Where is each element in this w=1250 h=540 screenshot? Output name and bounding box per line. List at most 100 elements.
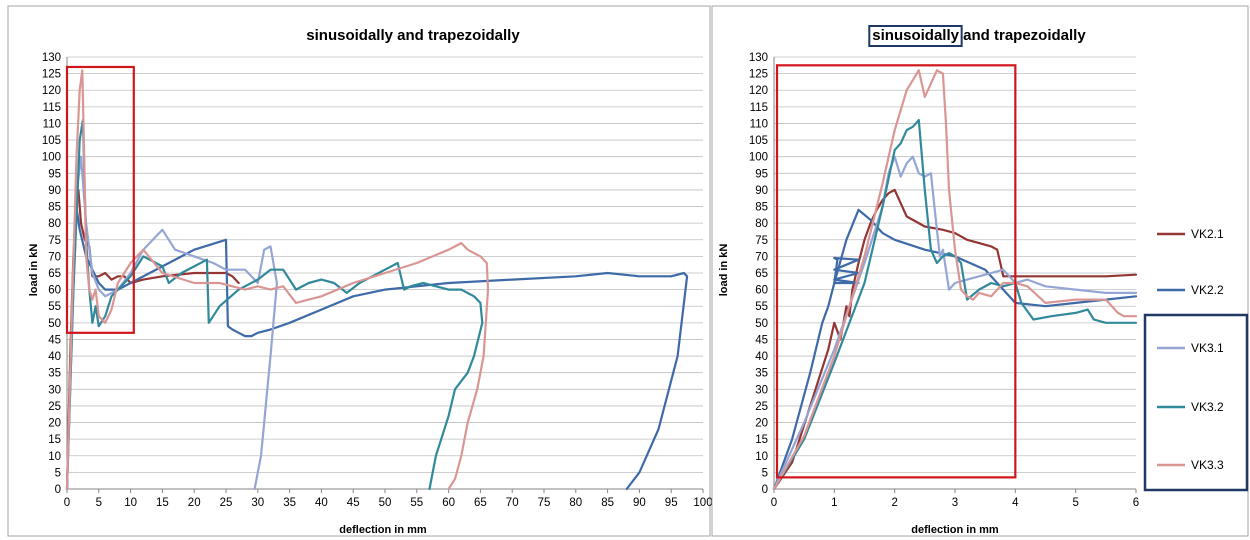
left-y-tick-labels: 0 5 10 15 20 25 30 35 40 45 50 55 60 65 70 75 80 85 90 95 10… [42, 52, 61, 496]
left-y-tick-label: 20 [48, 418, 61, 430]
right-x-tick-label: 6 [1133, 497, 1139, 509]
right-y-tick-label: 80 [755, 218, 768, 230]
left-x-tick-label: 40 [315, 497, 328, 509]
left-series-lines [65, 69, 689, 491]
legend: VK2.1 VK2.2 VK3.1 VK3.2 VK3.3 [1157, 227, 1224, 472]
left-x-tick-labels: 0 5 10 15 20 25 30 35 40 45 50 55 60 65 70 75 80 85 90 95 10… [64, 497, 713, 509]
right-y-tick-label: 25 [755, 401, 768, 413]
left-x-tick-label: 80 [569, 497, 582, 509]
legend-blue-highlight-box [1143, 313, 1249, 492]
right-series-line-VK2-2 [772, 208, 1138, 491]
left-red-highlight-box [65, 65, 135, 334]
right-chart-title-highlighted-word: sinusoidally [872, 27, 959, 44]
left-y-tick-label: 30 [48, 384, 61, 396]
legend-label-VK2-1: VK2.1 [1191, 227, 1224, 241]
right-x-tick-label: 1 [831, 497, 837, 509]
left-y-tick-label: 90 [48, 185, 61, 197]
right-x-tick-label: 0 [771, 497, 777, 509]
right-y-tick-label: 95 [755, 168, 768, 180]
left-x-tick-label: 65 [474, 497, 487, 509]
left-y-tick-label: 5 [55, 467, 61, 479]
left-series-line-VK3-1 [65, 155, 278, 491]
left-y-tick-label: 85 [48, 202, 61, 214]
left-y-tick-label: 35 [48, 368, 61, 380]
left-y-tick-label: 50 [48, 318, 61, 330]
left-x-tick-label: 35 [283, 497, 296, 509]
legend-label-VK2-2: VK2.2 [1191, 283, 1224, 297]
left-y-tick-label: 105 [42, 135, 61, 147]
left-y-tick-label: 10 [48, 451, 61, 463]
left-x-tick-label: 15 [156, 497, 169, 509]
legend-entry-VK3-1: VK3.1 [1157, 341, 1224, 355]
right-series-line-VK3-3 [772, 69, 1138, 491]
left-x-tick-label: 85 [601, 497, 614, 509]
left-y-tick-label: 80 [48, 218, 61, 230]
left-x-tick-label: 95 [665, 497, 678, 509]
right-y-tick-label: 115 [750, 102, 768, 114]
right-annotations [775, 25, 1249, 492]
left-y-tick-label: 45 [48, 334, 61, 346]
legend-label-VK3-3: VK3.3 [1191, 458, 1224, 472]
right-y-tick-label: 50 [755, 318, 768, 330]
left-y-tick-label: 75 [48, 235, 61, 247]
right-y-tick-label: 55 [755, 301, 768, 313]
left-y-tick-label: 100 [42, 152, 61, 164]
left-x-tick-label: 10 [124, 497, 137, 509]
right-y-tick-label: 130 [749, 52, 768, 64]
left-chart: sinusoidally and trapezoidally deflectio… [7, 5, 713, 537]
left-y-tick-label: 95 [48, 168, 61, 180]
left-series-line-VK2-2 [65, 202, 689, 491]
left-x-tick-label: 50 [379, 497, 392, 509]
left-series-line-VK3-2 [65, 118, 484, 491]
right-y-tick-label: 125 [749, 69, 768, 81]
legend-entry-VK2-2: VK2.2 [1157, 283, 1224, 297]
left-y-tick-label: 0 [55, 484, 61, 496]
right-y-tick-label: 120 [749, 85, 768, 97]
right-y-tick-label: 30 [755, 384, 768, 396]
right-red-highlight-box [775, 64, 1017, 479]
left-annotations [65, 65, 135, 334]
legend-label-VK3-2: VK3.2 [1191, 400, 1224, 414]
left-series-line-VK3-3 [65, 69, 490, 491]
left-y-tick-label: 110 [43, 118, 61, 130]
left-y-tick-label: 70 [48, 251, 61, 263]
left-x-tick-label: 70 [506, 497, 519, 509]
right-chart-title: sinusoidally and trapezoidally [872, 27, 1086, 44]
left-y-tick-label: 40 [48, 351, 61, 363]
right-y-tick-label: 15 [755, 434, 768, 446]
right-chart-x-label: deflection in mm [911, 524, 999, 536]
right-x-tick-label: 3 [952, 497, 958, 509]
right-y-tick-label: 45 [755, 334, 768, 346]
right-chart-y-label: load in kN [718, 244, 730, 297]
left-chart-x-label: deflection in mm [339, 524, 427, 536]
left-y-tick-label: 125 [42, 69, 61, 81]
left-x-tick-label: 5 [96, 497, 102, 509]
right-x-tick-label: 5 [1072, 497, 1078, 509]
right-y-tick-label: 60 [755, 285, 768, 297]
left-x-tick-label: 30 [251, 497, 264, 509]
right-y-tick-label: 65 [755, 268, 768, 280]
right-y-tick-label: 20 [755, 418, 768, 430]
left-x-tick-label: 90 [633, 497, 646, 509]
right-y-tick-label: 10 [755, 451, 768, 463]
right-y-tick-label: 35 [755, 368, 768, 380]
right-chart: sinusoidally and trapezoidally deflectio… [711, 5, 1249, 537]
left-chart-border [7, 5, 711, 537]
right-y-tick-label: 85 [755, 202, 768, 214]
right-y-tick-label: 40 [755, 351, 768, 363]
left-x-tick-label: 45 [347, 497, 360, 509]
left-y-tick-label: 65 [48, 268, 61, 280]
right-y-tick-label: 105 [749, 135, 768, 147]
legend-entry-VK2-1: VK2.1 [1157, 227, 1224, 241]
title-word-blue-highlight-box [868, 25, 963, 47]
left-x-tick-label: 75 [538, 497, 551, 509]
left-y-tick-label: 55 [48, 301, 61, 313]
left-y-tick-label: 130 [42, 52, 61, 64]
left-chart-y-label: load in kN [28, 244, 40, 297]
left-y-tick-label: 120 [42, 85, 61, 97]
right-x-tick-labels: 0 1 2 3 4 5 6 [771, 497, 1139, 509]
right-y-tick-labels: 0 5 10 15 20 25 30 35 40 45 50 55 60 65 70 75 80 85 90 95 10… [749, 52, 768, 496]
right-chart-title-rest: and trapezoidally [959, 27, 1086, 44]
legend-label-VK3-1: VK3.1 [1191, 341, 1224, 355]
